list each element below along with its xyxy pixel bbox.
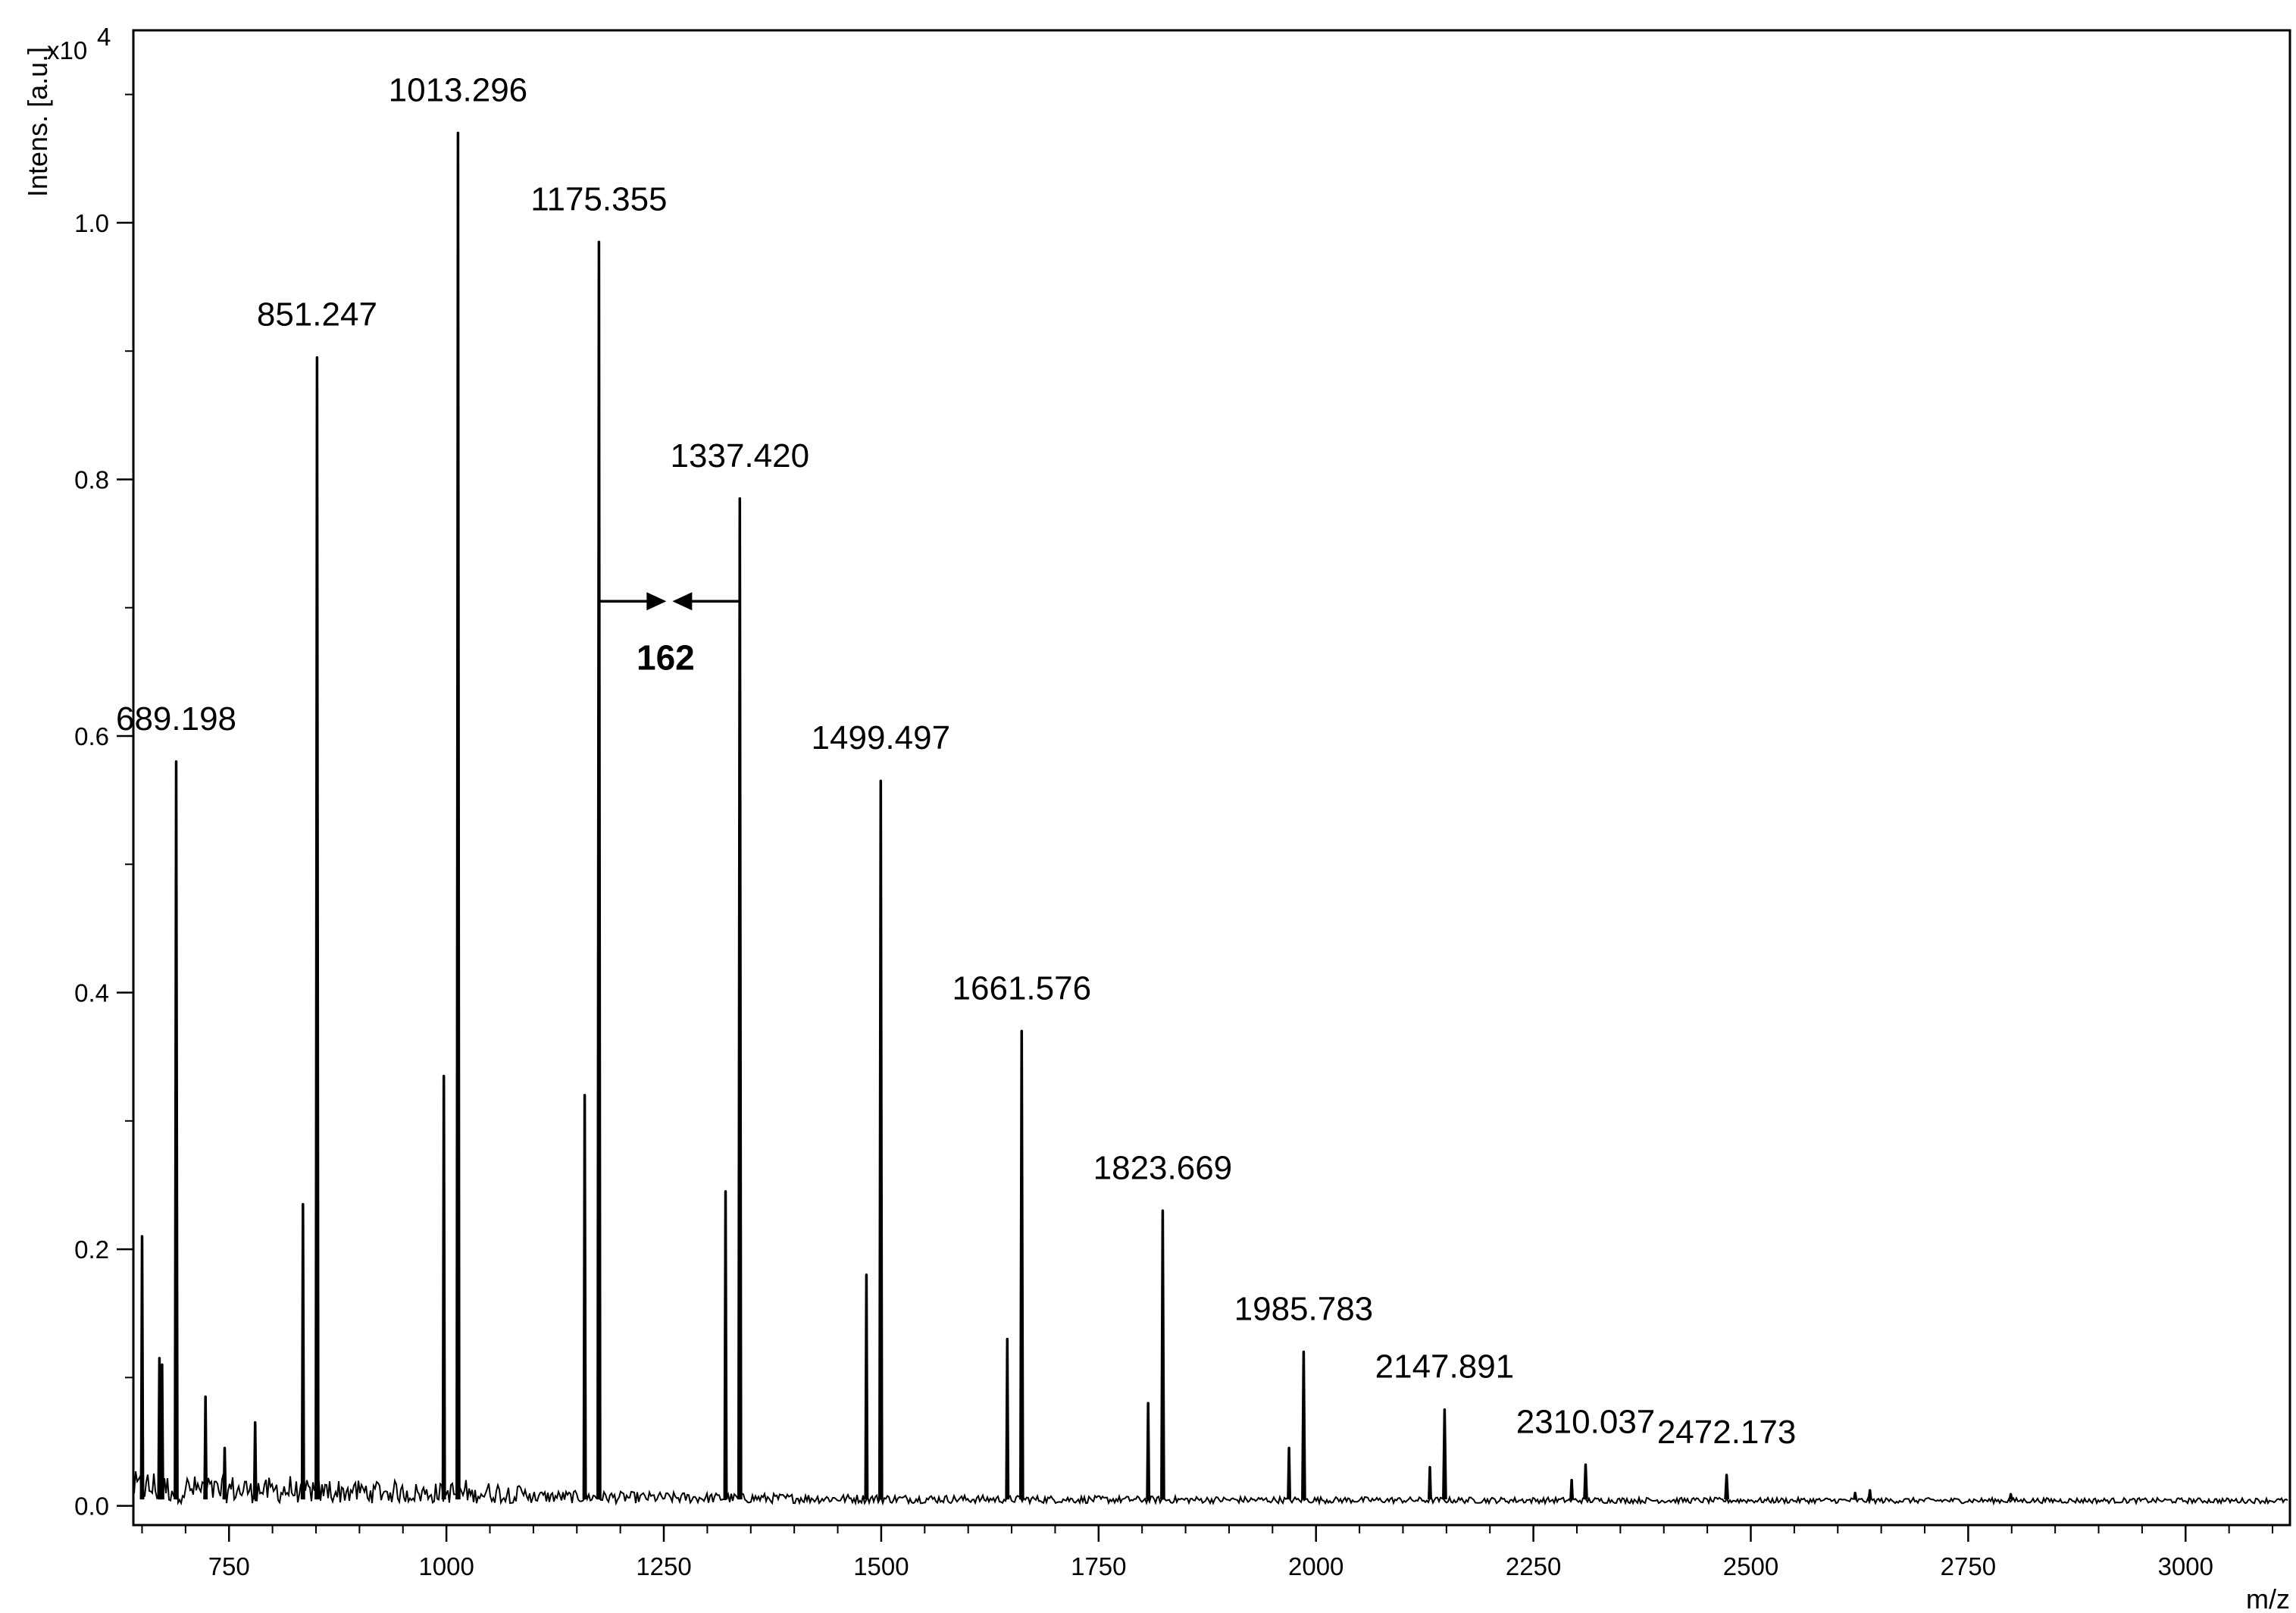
minor-peak [1853, 1491, 1858, 1500]
minor-peak [582, 1094, 587, 1500]
mass-difference-label: 162 [637, 637, 695, 677]
arrow-left-head [672, 592, 693, 611]
peak-labels: 689.198 851.247 1013.296 1175.355 1337.420 14… [116, 71, 1796, 1451]
y-multiplier: x10 [47, 36, 87, 64]
peak [174, 760, 179, 1500]
y-tick-label: 0.8 [74, 465, 109, 493]
peak-label: 689.198 [116, 700, 236, 738]
peak [314, 355, 320, 1500]
peak [1724, 1474, 1729, 1500]
peak [1018, 1029, 1024, 1500]
minor-peak [1428, 1466, 1432, 1500]
peak [877, 779, 884, 1500]
x-tick-label: 750 [208, 1552, 250, 1580]
minor-peak [2008, 1492, 2013, 1500]
peak-label: 1661.576 [952, 969, 1092, 1007]
minor-peak [222, 1446, 227, 1500]
minor-peak [159, 1363, 164, 1500]
baseline-noise [133, 1470, 2288, 1506]
peak-label: 1985.783 [1234, 1291, 1374, 1328]
x-axis-label: m/z [2246, 1583, 2290, 1613]
x-tick-label: 1250 [636, 1552, 691, 1580]
peak-label: 851.247 [257, 296, 377, 334]
minor-peak [864, 1273, 869, 1500]
x-tick-label: 2000 [1288, 1552, 1344, 1580]
peak-label: 2310.037 [1516, 1403, 1656, 1440]
y-tick-label: 0.0 [74, 1492, 109, 1521]
x-tick-label: 2750 [1941, 1552, 1996, 1580]
y-multiplier-exponent: 4 [97, 23, 111, 51]
peak-label: 1823.669 [1093, 1149, 1233, 1186]
peak-label: 1175.355 [530, 180, 667, 218]
x-tick-label: 1500 [853, 1552, 909, 1580]
peak [596, 240, 602, 1500]
arrow-right-head [646, 592, 667, 611]
y-axis-label: Intens. [a.u.] [22, 47, 53, 197]
x-tick-label: 2250 [1506, 1552, 1561, 1580]
x-tick-label: 1000 [418, 1552, 474, 1580]
mass-difference-annotation: 162 [599, 592, 740, 677]
minor-peak [157, 1357, 162, 1500]
x-tick-label: 1750 [1071, 1552, 1126, 1580]
y-tick-label: 0.4 [74, 979, 109, 1007]
minor-peak [1867, 1489, 1872, 1500]
plot-frame [132, 29, 2291, 1527]
minor-peak [300, 1203, 305, 1500]
minor-peak [252, 1420, 258, 1500]
x-tick-label: 3000 [2158, 1552, 2213, 1580]
peak [1583, 1463, 1588, 1500]
x-tick-label: 2500 [1723, 1552, 1778, 1580]
y-tick-label: 0.2 [74, 1236, 109, 1264]
peak [1301, 1350, 1306, 1500]
minor-peak [723, 1190, 728, 1500]
peak [1442, 1408, 1447, 1500]
minor-peak [1005, 1337, 1010, 1500]
peak [737, 497, 743, 1500]
y-tick-label: 1.0 [74, 209, 109, 237]
spectrum-peaks [139, 131, 2013, 1500]
axes: 750 1000 1250 1500 1750 2000 2250 2500 2750 3000 0… [22, 23, 2291, 1613]
peak-label: 2147.891 [1375, 1348, 1515, 1386]
baseline-noise-trace [133, 1470, 2288, 1506]
minor-peak [139, 1235, 145, 1500]
peak [455, 131, 461, 1500]
minor-peak [1287, 1446, 1292, 1500]
minor-peak [1569, 1479, 1575, 1500]
peak-label: 1499.497 [812, 719, 951, 756]
minor-peak [203, 1395, 208, 1500]
y-tick-label: 0.6 [74, 722, 109, 750]
minor-peak [441, 1074, 446, 1500]
minor-peak [1146, 1402, 1151, 1500]
peak [1160, 1209, 1165, 1500]
peak-label: 1337.420 [671, 437, 810, 475]
peak-label: 1013.296 [389, 71, 528, 108]
peak-label: 2472.173 [1657, 1414, 1797, 1451]
